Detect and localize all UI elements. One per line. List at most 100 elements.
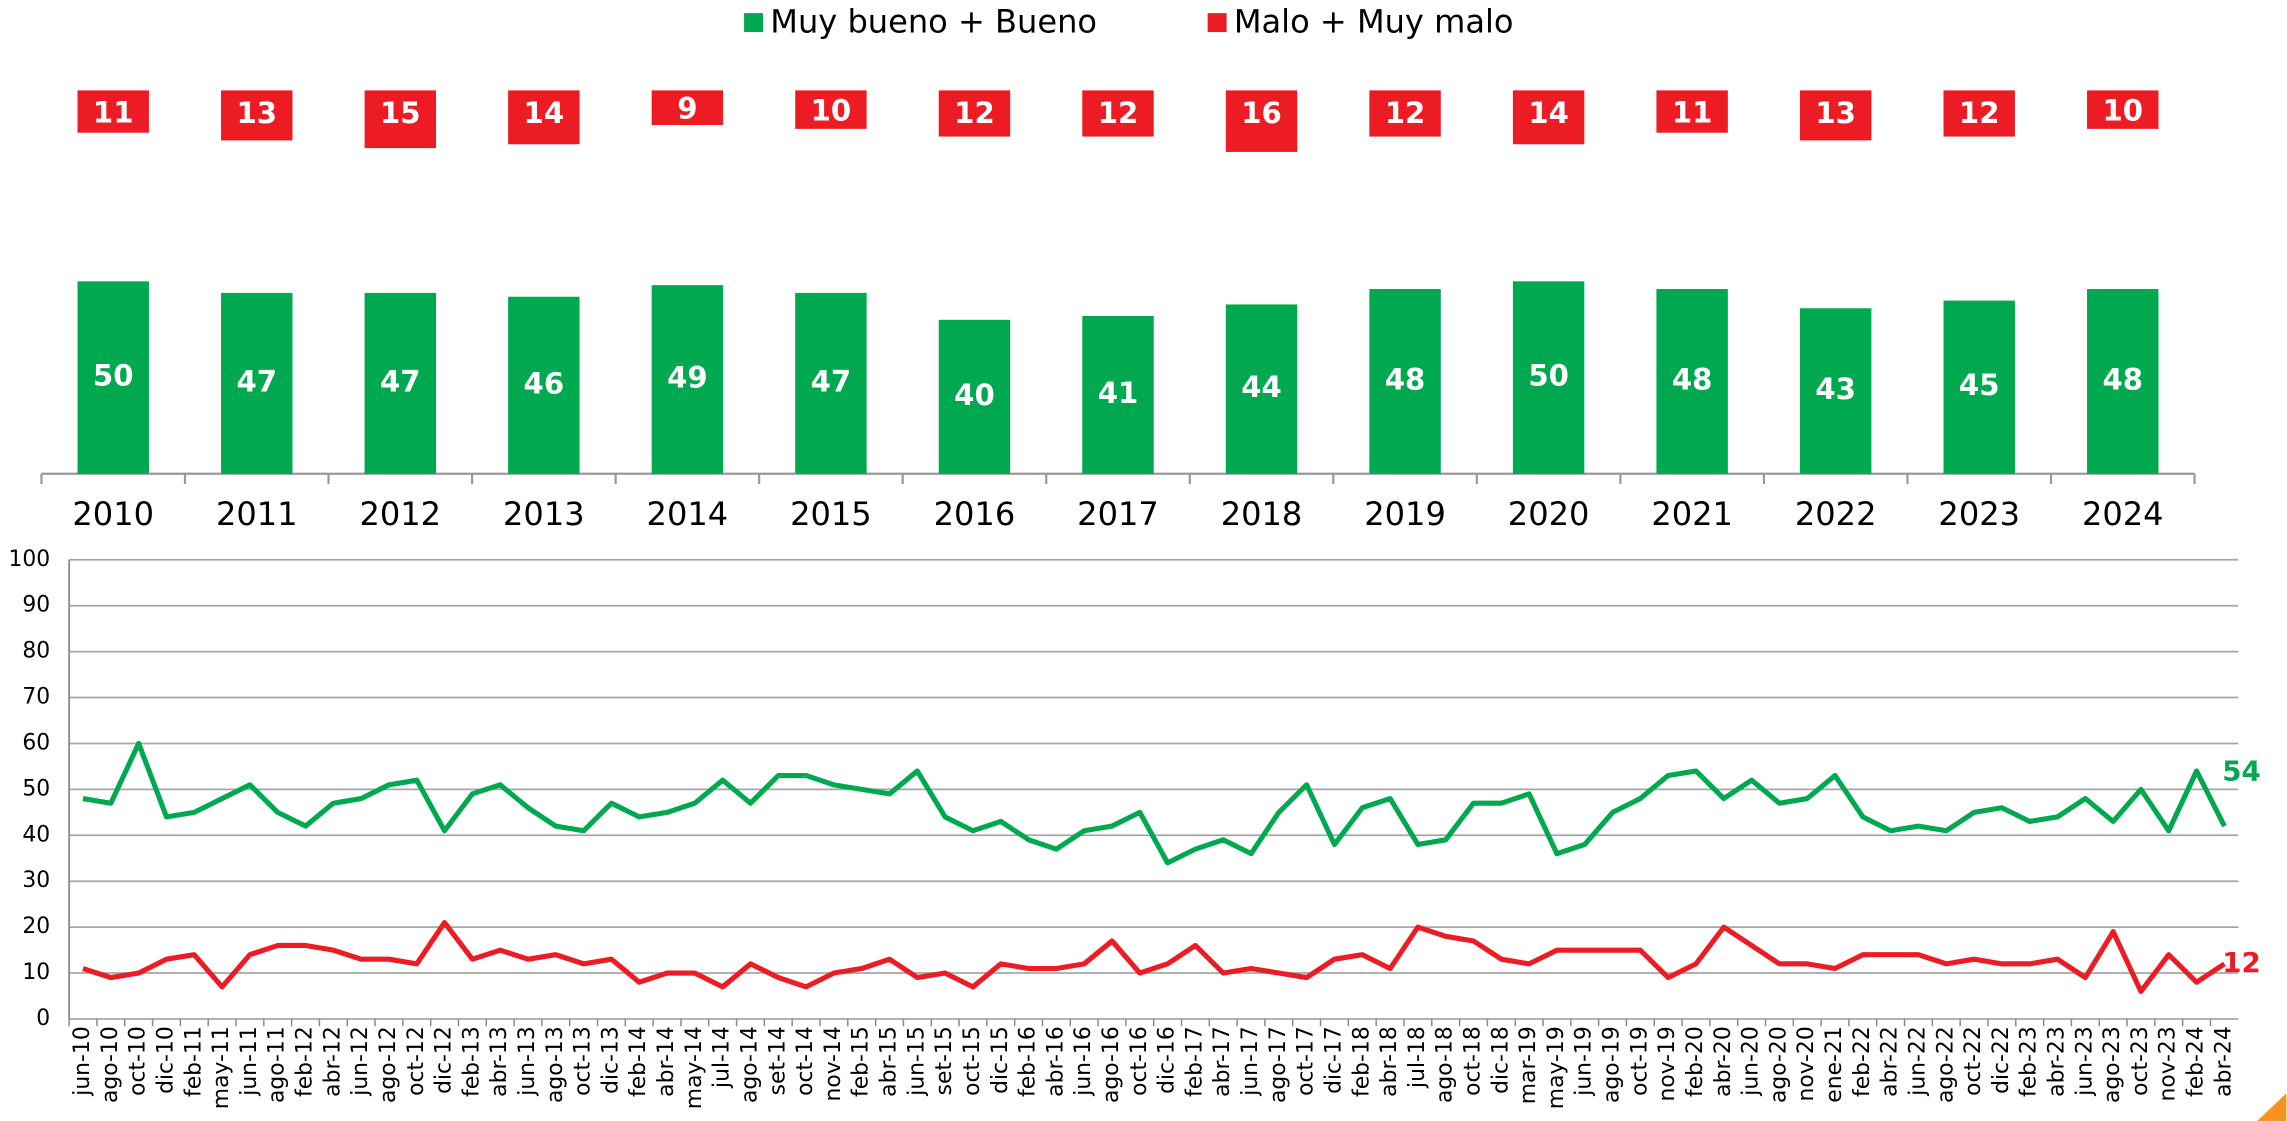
x-tick-label: feb-24 <box>2184 1026 2209 1097</box>
bar-value-label: 48 <box>1385 362 1426 396</box>
x-tick-label: abr-13 <box>487 1026 512 1097</box>
x-tick-label: ago-10 <box>98 1026 123 1103</box>
bar-value-label: 50 <box>93 359 134 393</box>
bar-value-label: 49 <box>667 360 708 394</box>
box-value-label: 13 <box>1815 96 1856 130</box>
y-tick-label: 70 <box>22 685 50 710</box>
box-value-label: 12 <box>1098 96 1139 130</box>
bar <box>1799 308 1872 474</box>
x-tick-label: jun-19 <box>1572 1026 1597 1097</box>
bar-value-label: 47 <box>236 364 277 398</box>
x-tick-label: feb-13 <box>459 1026 484 1097</box>
y-tick-label: 90 <box>22 593 50 618</box>
y-tick-label: 10 <box>22 960 50 985</box>
legend-label: Muy bueno + Bueno <box>770 2 1097 40</box>
x-tick-label: jul-14 <box>710 1026 735 1089</box>
bar <box>1225 304 1298 474</box>
value-box <box>77 90 149 133</box>
x-tick-label: set-14 <box>765 1026 790 1095</box>
value-box <box>364 90 437 149</box>
line-series <box>82 920 2226 994</box>
x-tick-label: abr-15 <box>877 1026 902 1097</box>
value-box <box>1656 90 1728 133</box>
x-tick-label: 2017 <box>1077 495 1159 533</box>
x-tick-label: ago-13 <box>543 1026 568 1103</box>
legend-label: Malo + Muy malo <box>1234 2 1514 40</box>
y-tick-label: 30 <box>22 868 50 893</box>
bar <box>1369 289 1441 474</box>
x-tick-label: set-15 <box>932 1026 957 1095</box>
y-tick-label: 80 <box>22 639 50 664</box>
x-tick-label: 2024 <box>2082 495 2164 533</box>
value-box <box>795 90 867 129</box>
x-tick-label: nov-23 <box>2156 1026 2181 1101</box>
x-tick-label: ago-22 <box>1933 1026 1958 1103</box>
x-tick-label: oct-18 <box>1461 1026 1486 1096</box>
x-tick-label: feb-22 <box>1850 1026 1875 1097</box>
x-tick-label: 2016 <box>934 495 1016 533</box>
x-tick-label: dic-22 <box>1989 1026 2014 1094</box>
x-tick-label: oct-13 <box>571 1026 596 1096</box>
bar <box>77 281 149 474</box>
x-tick-label: 2021 <box>1651 495 1733 533</box>
x-tick-label: 2023 <box>1938 495 2020 533</box>
x-tick-label: feb-15 <box>849 1026 874 1097</box>
value-box <box>1512 90 1585 145</box>
x-tick-label: may-19 <box>1544 1026 1569 1109</box>
x-tick-label: dic-12 <box>432 1026 457 1094</box>
bar-value-label: 47 <box>380 364 421 398</box>
bar-value-label: 50 <box>1528 359 1569 393</box>
box-value-label: 12 <box>1385 96 1426 130</box>
value-box <box>508 90 580 145</box>
legend-swatch <box>744 13 764 33</box>
x-tick-label: mar-19 <box>1516 1026 1541 1104</box>
x-tick-label: oct-22 <box>1961 1026 1986 1096</box>
x-tick-label: oct-10 <box>126 1026 151 1096</box>
x-tick-label: abr-18 <box>1377 1026 1402 1097</box>
value-box <box>1369 90 1441 137</box>
bar-value-label: 40 <box>954 378 995 412</box>
x-tick-label: jun-22 <box>1905 1026 1930 1097</box>
x-tick-label: dic-18 <box>1488 1026 1513 1094</box>
bar-value-label: 46 <box>524 366 565 400</box>
x-tick-label: ago-12 <box>376 1026 401 1103</box>
x-tick-label: ago-20 <box>1766 1026 1791 1103</box>
box-value-label: 16 <box>1241 96 1282 130</box>
box-value-label: 14 <box>1528 96 1569 130</box>
x-tick-label: ago-14 <box>737 1026 762 1103</box>
end-label: 12 <box>2222 946 2261 979</box>
x-tick-label: dic-10 <box>153 1026 178 1094</box>
x-tick-label: jun-11 <box>237 1026 262 1097</box>
x-tick-label: oct-19 <box>1627 1026 1652 1096</box>
x-tick-label: nov-19 <box>1655 1026 1680 1101</box>
y-tick-label: 100 <box>8 547 50 572</box>
x-tick-label: 2014 <box>647 495 729 533</box>
x-tick-label: jun-17 <box>1238 1026 1263 1097</box>
x-tick-label: dic-17 <box>1321 1026 1346 1094</box>
x-tick-label: dic-15 <box>988 1026 1013 1094</box>
x-tick-label: may-14 <box>682 1026 707 1109</box>
x-tick-label: feb-14 <box>626 1026 651 1097</box>
x-tick-label: abr-17 <box>1210 1026 1235 1097</box>
x-tick-label: 2019 <box>1364 495 1446 533</box>
x-tick-label: ago-16 <box>1099 1026 1124 1103</box>
x-tick-label: feb-18 <box>1349 1026 1374 1097</box>
x-tick-label: abr-14 <box>654 1026 679 1097</box>
value-box <box>1943 90 2015 137</box>
x-tick-label: jun-16 <box>1071 1026 1096 1097</box>
box-value-label: 10 <box>2102 94 2143 128</box>
y-tick-label: 60 <box>22 730 50 755</box>
x-tick-label: nov-20 <box>1794 1026 1819 1101</box>
value-box <box>938 90 1011 137</box>
value-box <box>1799 90 1872 141</box>
x-tick-label: ago-17 <box>1266 1026 1291 1103</box>
x-tick-label: 2011 <box>216 495 298 533</box>
x-tick-label: abr-23 <box>2045 1026 2070 1097</box>
box-value-label: 12 <box>1959 96 2000 130</box>
x-tick-label: jun-15 <box>904 1026 929 1097</box>
bar-value-label: 48 <box>1672 362 1713 396</box>
bar-value-label: 41 <box>1098 376 1139 410</box>
box-value-label: 9 <box>677 92 697 126</box>
